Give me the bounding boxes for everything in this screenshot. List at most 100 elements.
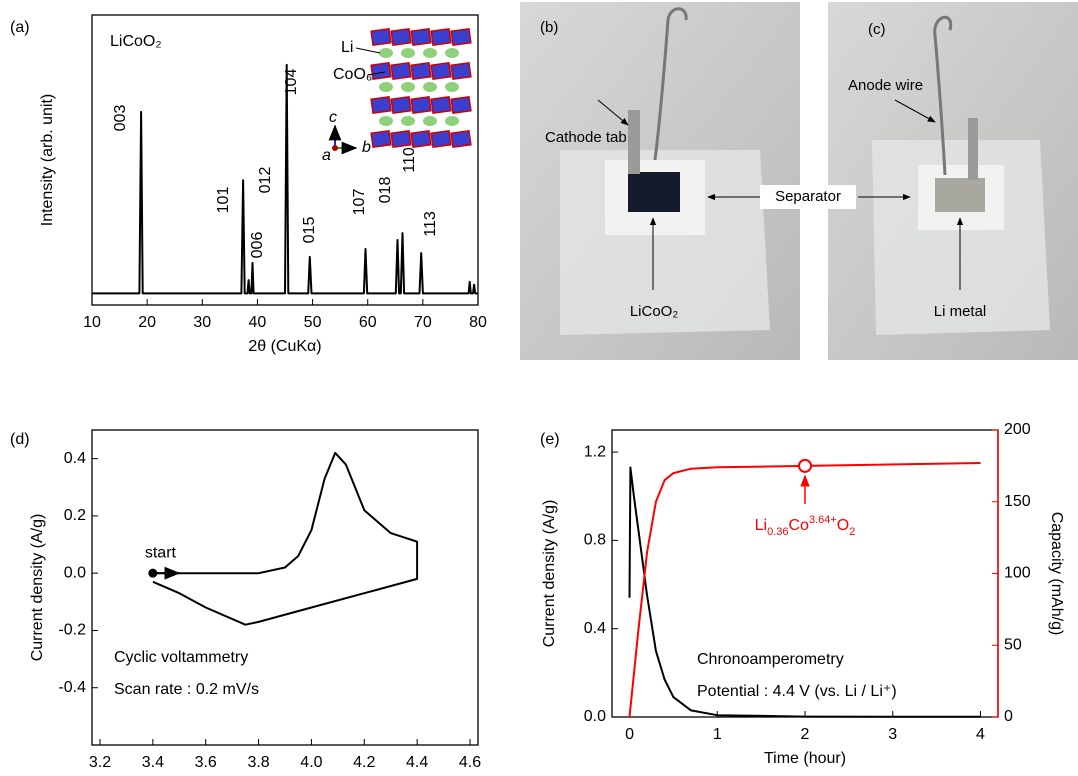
x-tick-label: 70	[414, 314, 432, 331]
octahedron	[430, 129, 452, 149]
octahedron	[390, 95, 412, 115]
octahedron	[370, 27, 392, 47]
li-atom	[401, 48, 415, 58]
start-label: start	[145, 544, 177, 561]
formula-part: 0.36	[767, 526, 788, 538]
peak-label: 104	[283, 69, 300, 96]
inset-label: b	[362, 139, 371, 156]
x-tick-label: 3.4	[142, 754, 164, 771]
y2-tick-label: 150	[1004, 493, 1031, 510]
x-axis-label: Time (hour)	[764, 750, 846, 767]
x-tick-label: 3.6	[195, 754, 217, 771]
octahedron	[410, 61, 432, 81]
pouch	[872, 140, 1050, 335]
y-tick-label: 0.0	[584, 708, 606, 725]
li-atom	[423, 82, 437, 92]
octahedron	[410, 27, 432, 47]
li-atom	[423, 48, 437, 58]
plot-frame	[611, 429, 999, 718]
peak-label: 107	[351, 189, 368, 216]
formula-part: 2	[849, 526, 855, 538]
inset-label: a	[322, 147, 331, 164]
data-line	[92, 63, 478, 295]
li-atom	[445, 48, 459, 58]
y-tick-label: 1.2	[584, 443, 606, 460]
octahedron	[390, 129, 412, 149]
label: Anode wire	[848, 77, 923, 94]
leader	[355, 47, 381, 54]
y-axis-label: Current density (A/g)	[541, 500, 558, 648]
y-tick-label: -0.4	[58, 679, 86, 696]
wire	[933, 15, 953, 176]
panel-label: (b)	[540, 19, 558, 36]
label: Separator	[775, 188, 841, 205]
x-tick-label: 1	[713, 726, 722, 743]
x-tick-label: 4	[976, 726, 985, 743]
label: LiCoO₂	[630, 303, 679, 320]
note: Potential : 4.4 V (vs. Li / Li⁺)	[697, 683, 897, 700]
x-tick-label: 50	[304, 314, 322, 331]
octahedron	[450, 27, 472, 47]
inset-label: c	[329, 109, 337, 126]
marker	[798, 458, 812, 473]
peak-label: 006	[249, 232, 266, 259]
panel-label: (d)	[10, 431, 30, 448]
inset-label: CoO₆	[333, 66, 372, 83]
x-tick-label: 4.0	[300, 754, 322, 771]
note: Scan rate : 0.2 mV/s	[114, 681, 259, 698]
y-axis-label: Current density (A/g)	[29, 514, 46, 662]
formula-part: 3.64+	[809, 514, 837, 526]
octahedron	[430, 27, 452, 47]
y-tick-label: 0.8	[584, 532, 606, 549]
x-tick-label: 40	[249, 314, 267, 331]
y-tick-label: 0.4	[64, 450, 86, 467]
octahedron	[370, 95, 392, 115]
plot-frame	[91, 14, 479, 306]
y-tick-label: 0.4	[584, 620, 606, 637]
data-line	[628, 462, 981, 718]
note: Chronoamperometry	[697, 651, 844, 668]
li-atom	[445, 82, 459, 92]
octahedron	[430, 61, 452, 81]
y2-tick-label: 100	[1004, 565, 1031, 582]
peak-label: 110	[401, 147, 418, 173]
octahedron	[450, 61, 472, 81]
crystal-inset	[370, 27, 472, 149]
peak-label: 012	[257, 167, 274, 194]
octahedron	[390, 61, 412, 81]
x-axis-label: 2θ (CuKα)	[248, 338, 321, 355]
x-tick-label: 0	[625, 726, 634, 743]
tab	[628, 110, 640, 174]
li-atom	[423, 116, 437, 126]
leader	[367, 71, 386, 76]
y2-axis-label: Capacity (mAh/g)	[1048, 512, 1065, 636]
peak-label: 101	[215, 187, 232, 214]
photo-b: (b) Cathode tab LiCoO₂	[520, 2, 800, 360]
label: Li metal	[934, 303, 987, 320]
wire	[653, 7, 688, 161]
arrow	[597, 99, 629, 126]
photo-c: (c) Anode wire Li metal	[828, 2, 1078, 360]
formula-part: Li	[755, 517, 767, 534]
li-atom	[379, 82, 393, 92]
octahedron	[450, 95, 472, 115]
label: Cathode tab	[545, 129, 627, 146]
octahedron	[390, 27, 412, 47]
tab	[968, 118, 978, 180]
x-tick-label: 60	[359, 314, 377, 331]
octahedron	[410, 95, 432, 115]
li-atom	[445, 116, 459, 126]
formula-part: Co	[789, 517, 810, 534]
arrow	[894, 99, 936, 123]
octahedron	[370, 61, 392, 81]
axis-a	[332, 145, 338, 151]
octahedron	[370, 129, 392, 149]
formula: Li0.36Co3.64+O2	[755, 514, 856, 538]
x-tick-label: 10	[83, 314, 101, 331]
octahedron	[410, 129, 432, 149]
x-tick-label: 3.2	[89, 754, 111, 771]
anode	[935, 178, 985, 212]
x-tick-label: 3	[888, 726, 897, 743]
